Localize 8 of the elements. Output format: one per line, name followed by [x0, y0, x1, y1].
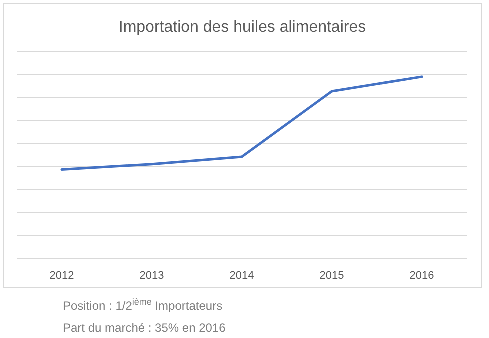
- x-tick-label: 2016: [410, 270, 434, 282]
- x-tick-label: 2014: [230, 270, 254, 282]
- text: Position : 1/2$^{ième}$ Importateurs: [63, 297, 223, 313]
- x-tick-label: 2015: [320, 270, 344, 282]
- chart-title: Importation des huiles alimentaires: [118, 19, 366, 36]
- x-tick-label: 2012: [50, 270, 74, 282]
- x-tick-label: 2013: [140, 270, 164, 282]
- text: Part du marché : 35% en 2016: [63, 321, 226, 335]
